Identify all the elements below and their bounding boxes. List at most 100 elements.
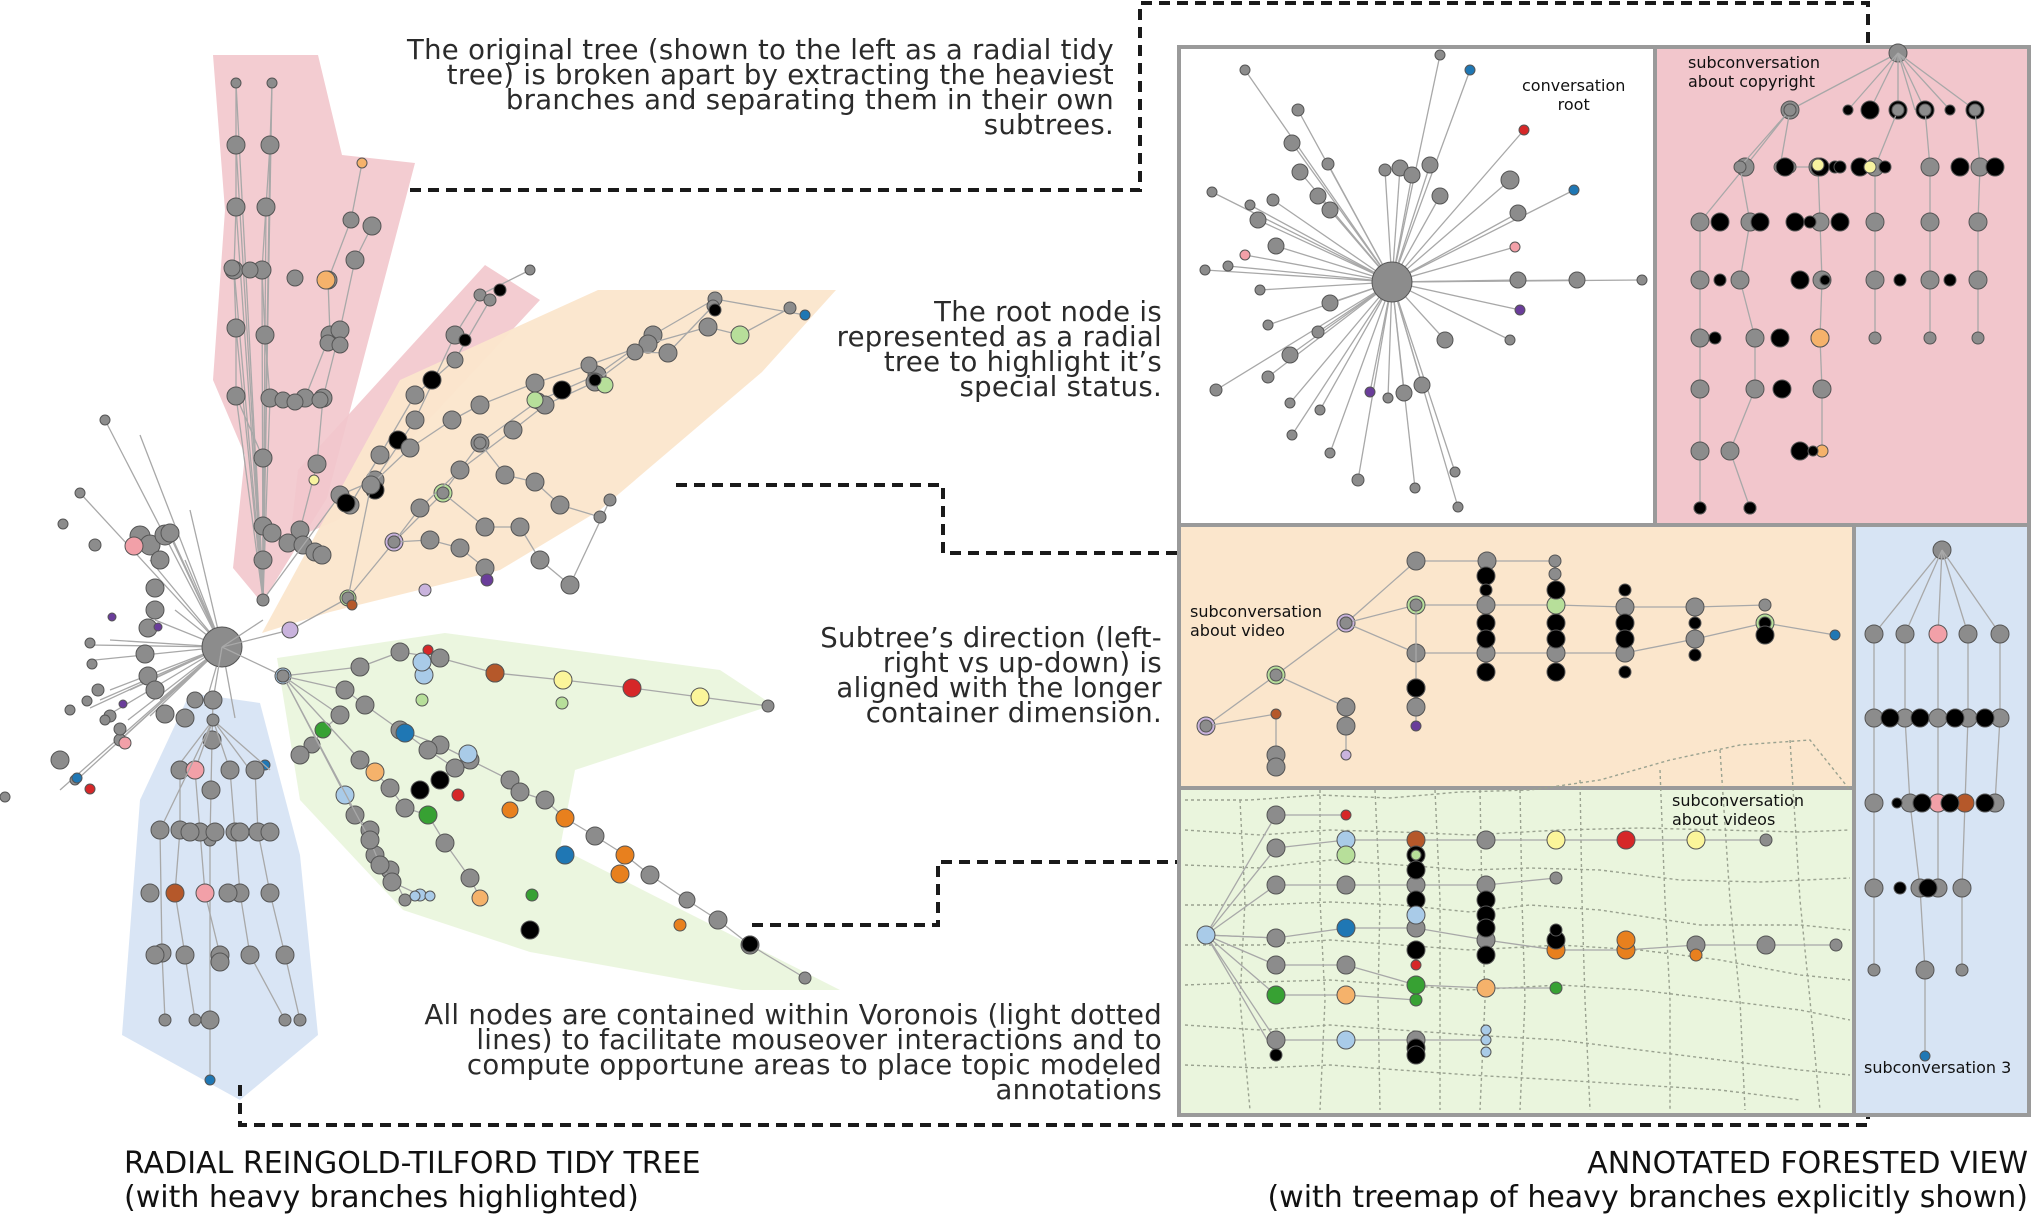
- tree-node: [555, 845, 575, 865]
- tree-node: [1480, 1046, 1492, 1058]
- tree-node: [398, 893, 412, 907]
- tree-node: [50, 750, 70, 770]
- tree-node: [290, 745, 310, 765]
- tree-node: [1266, 875, 1286, 895]
- tree-edge: [221, 646, 284, 677]
- tree-node: [1918, 878, 1938, 898]
- tree-node: [226, 135, 246, 155]
- tree-node: [356, 157, 368, 169]
- tree-node: [1548, 567, 1562, 581]
- tree-node: [91, 683, 105, 697]
- tree-edge: [1205, 934, 1277, 996]
- tree-node: [510, 782, 530, 802]
- label-line: subconversation: [1688, 53, 1821, 72]
- tree-edge: [1789, 52, 1899, 111]
- tree-node: [345, 805, 365, 825]
- tree-edge: [282, 675, 371, 841]
- tree-edge: [159, 829, 163, 954]
- tree-edge: [264, 334, 271, 399]
- tree-node: [145, 945, 165, 965]
- tree-node: [140, 883, 160, 903]
- tree-edge: [1919, 887, 1926, 971]
- tree-edge: [79, 492, 223, 648]
- tree-edge: [282, 675, 346, 691]
- tree-node: [99, 414, 111, 426]
- tree-node: [260, 883, 280, 903]
- tree-node: [195, 883, 215, 903]
- tree-node: [286, 269, 304, 287]
- tree-node: [350, 750, 370, 770]
- tree-node: [475, 517, 495, 537]
- annotation-original-tree: The original tree (shown to the left as …: [330, 36, 1114, 139]
- tree-edge: [261, 206, 267, 271]
- tree-node: [390, 642, 410, 662]
- tree-node: [1920, 157, 1940, 177]
- label-line: subconversation: [1190, 602, 1323, 621]
- tree-node: [1239, 64, 1251, 76]
- label-subconversation-3: subconversation 3: [1864, 1058, 2011, 1077]
- voronoi-edge: [1184, 859, 1851, 883]
- tree-node: [312, 545, 332, 565]
- tree-node: [1410, 720, 1422, 732]
- tree-node: [1269, 1048, 1283, 1062]
- voronoi-edge: [1519, 789, 1526, 1111]
- tree-node: [1945, 708, 1965, 728]
- tree-node: [1479, 583, 1493, 597]
- tree-node: [1878, 160, 1892, 174]
- tree-node: [1309, 187, 1327, 205]
- tree-node: [206, 713, 220, 727]
- tree-node: [395, 798, 415, 818]
- tree-node: [1266, 985, 1286, 1005]
- tree-node: [1690, 328, 1710, 348]
- tree-node: [361, 475, 381, 495]
- tree-node: [1336, 985, 1356, 1005]
- tree-edge: [1205, 934, 1277, 966]
- tree-node: [1284, 397, 1296, 409]
- tree-node: [1895, 624, 1915, 644]
- tree-node: [783, 301, 797, 315]
- tree-node: [1340, 749, 1352, 761]
- tree-node: [113, 722, 127, 736]
- tree-node: [1912, 793, 1932, 813]
- tree-node: [460, 868, 480, 888]
- tree-node: [422, 370, 442, 390]
- tree-edge: [1391, 189, 1575, 283]
- tree-node: [1382, 392, 1394, 404]
- tree-node: [1546, 830, 1566, 850]
- tree-node: [153, 622, 163, 632]
- tree-node: [1464, 64, 1476, 76]
- tree-node: [1509, 204, 1527, 222]
- tree-node: [730, 325, 750, 345]
- tree-node: [307, 454, 327, 474]
- tree-node: [1336, 1030, 1356, 1050]
- tree-node: [245, 760, 265, 780]
- tree-node: [1864, 624, 1884, 644]
- tree-edge: [647, 326, 709, 345]
- tree-node: [365, 762, 385, 782]
- tree-edge: [1289, 281, 1393, 404]
- tree-node: [412, 652, 432, 672]
- tree-edge: [1204, 269, 1393, 283]
- tree-node: [1940, 793, 1960, 813]
- tree-node: [1920, 212, 1940, 232]
- tree-node: [458, 744, 478, 764]
- tree-node: [1321, 157, 1335, 171]
- tree-edge: [161, 952, 166, 1021]
- tree-node: [1708, 331, 1722, 345]
- tree-node: [1549, 871, 1563, 885]
- tree-node: [485, 663, 505, 683]
- tree-node: [336, 493, 356, 513]
- tree-node: [276, 669, 290, 683]
- tree-edge: [699, 696, 769, 707]
- tree-node: [145, 578, 165, 598]
- tree-edge: [265, 144, 271, 208]
- tree-node: [555, 696, 569, 710]
- tree-node: [1270, 708, 1282, 720]
- tree-node: [370, 855, 390, 875]
- tree-edge: [1244, 69, 1393, 283]
- tree-node: [415, 693, 429, 707]
- tree-node: [555, 808, 575, 828]
- leader-line-voronoi: [238, 1085, 1870, 1127]
- tree-node: [226, 197, 246, 217]
- tree-edge: [269, 892, 286, 956]
